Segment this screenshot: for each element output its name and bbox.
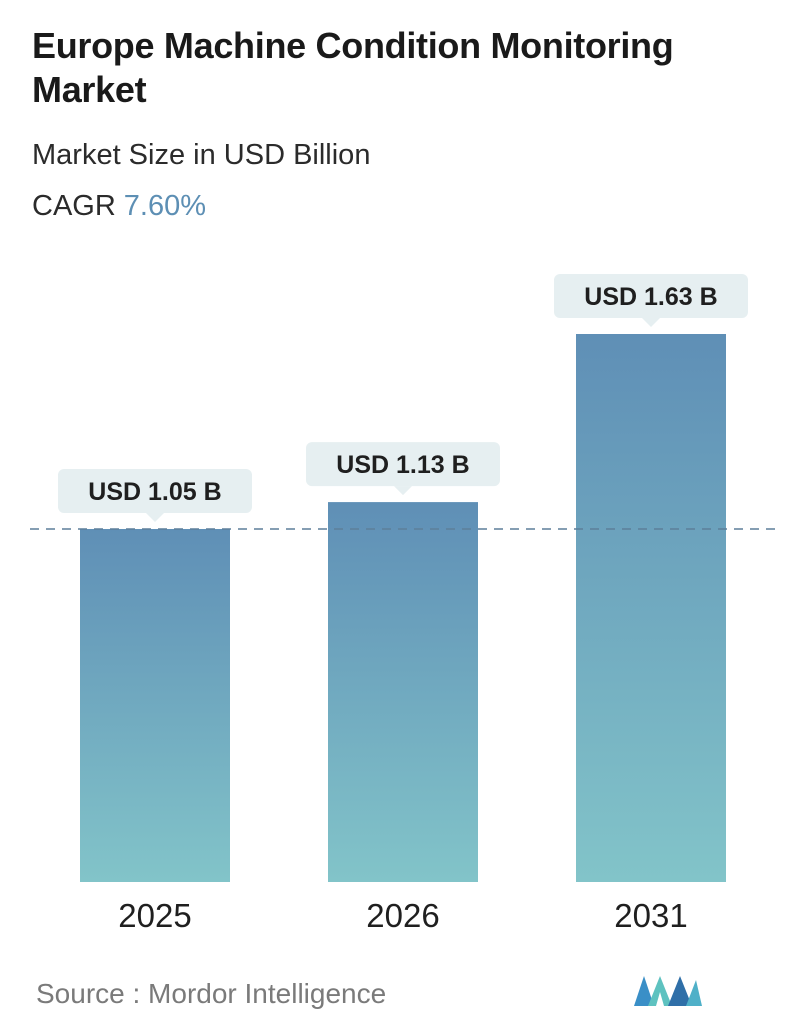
mordor-intelligence-logo xyxy=(634,976,702,1006)
svg-text:USD 1.13 B: USD 1.13 B xyxy=(336,451,469,479)
chart-title: Europe Machine Condition Monitoring Mark… xyxy=(32,25,674,110)
value-label-2025: USD 1.05 B xyxy=(58,468,252,522)
svg-text:USD 1.05 B: USD 1.05 B xyxy=(88,478,221,506)
value-label-2031: USD 1.63 B xyxy=(554,274,748,327)
chart-subtitle: Market Size in USD Billion xyxy=(32,139,371,171)
cagr-label: CAGR xyxy=(32,190,116,222)
value-label-2026: USD 1.13 B xyxy=(306,442,500,496)
cagr-line: CAGR 7.60% xyxy=(32,190,206,223)
category-label-2025: 2025 xyxy=(118,897,191,934)
bar-2031 xyxy=(576,334,726,882)
bar-2025 xyxy=(80,528,230,882)
svg-text:USD 1.63 B: USD 1.63 B xyxy=(584,283,717,311)
source-text: Source : Mordor Intelligence xyxy=(36,978,387,1009)
cagr-value: 7.60% xyxy=(123,190,207,222)
bar-2026 xyxy=(328,502,478,882)
category-label-2031: 2031 xyxy=(614,897,687,934)
category-label-2026: 2026 xyxy=(366,897,439,934)
